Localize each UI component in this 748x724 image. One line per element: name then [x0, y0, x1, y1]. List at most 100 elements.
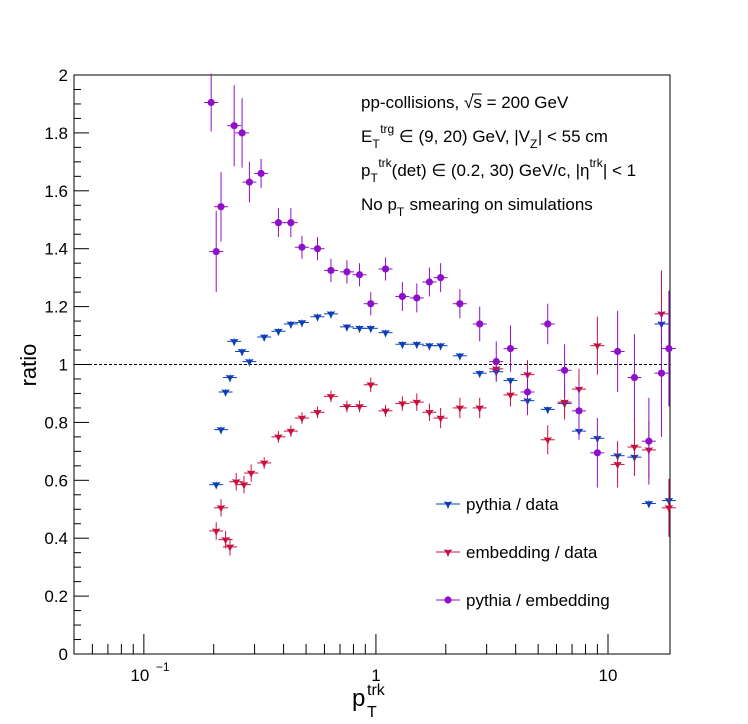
- annotation-text: √s: [464, 93, 482, 112]
- y-tick-label: 1: [59, 356, 68, 375]
- data-point: [627, 418, 642, 476]
- legend-entry: embedding / data: [436, 543, 598, 562]
- y-tick-label: 0.2: [44, 587, 68, 606]
- legend-label: embedding / data: [466, 543, 598, 562]
- x-tick-base: 10: [130, 666, 149, 685]
- data-point: [209, 481, 224, 490]
- annotation-text: T: [370, 171, 378, 185]
- data-point: [214, 426, 229, 435]
- data-point: [661, 478, 676, 537]
- data-point: [378, 257, 393, 281]
- marker: [245, 359, 254, 367]
- marker: [313, 409, 322, 418]
- data-point: [339, 323, 354, 332]
- marker: [475, 370, 485, 379]
- data-point: [378, 405, 393, 417]
- data-point: [590, 316, 605, 375]
- data-point: [235, 348, 250, 357]
- marker: [355, 403, 364, 412]
- data-point: [472, 306, 487, 342]
- data-point: [242, 161, 257, 203]
- data-point: [503, 383, 518, 407]
- data-point: [294, 235, 309, 259]
- data-point: [395, 281, 410, 311]
- marker: [543, 406, 553, 415]
- marker: [286, 321, 296, 329]
- marker: [543, 437, 553, 445]
- marker: [413, 294, 421, 302]
- y-axis: 0 0.2 0.4 0.6 0.8 1 1.2 1.4 1.6 1.8 2: [44, 66, 89, 664]
- marker: [212, 247, 220, 256]
- data-point: [409, 341, 424, 350]
- legend: pythia / data embedding / data pythia / em…: [436, 495, 610, 610]
- annotation-text: | < 1: [603, 161, 636, 180]
- data-point: [433, 263, 448, 293]
- annotation-text: E: [361, 127, 372, 146]
- marker: [259, 334, 269, 342]
- marker: [455, 353, 465, 361]
- data-point: [572, 381, 587, 440]
- marker: [211, 482, 221, 490]
- annotation-text: p: [361, 161, 370, 180]
- marker: [437, 274, 445, 282]
- marker: [366, 382, 376, 390]
- legend-marker: [444, 596, 452, 604]
- data-point: [433, 342, 448, 351]
- annotation-text: | < 55 cm: [538, 127, 608, 146]
- marker: [425, 278, 434, 286]
- data-point: [610, 310, 625, 393]
- data-point: [472, 370, 487, 379]
- data-point: [409, 283, 424, 313]
- data-point: [339, 260, 354, 284]
- data-point: [557, 344, 572, 397]
- marker: [207, 98, 215, 107]
- annotation-text: = 200 GeV: [482, 93, 569, 112]
- data-point: [323, 258, 338, 282]
- annotation-text: pp-collisions,: [361, 93, 464, 112]
- marker: [274, 328, 283, 337]
- data-point: [310, 313, 325, 322]
- data-point: [310, 406, 325, 419]
- annotation-text: trk: [378, 156, 392, 170]
- marker: [216, 505, 226, 513]
- data-point: [641, 500, 656, 509]
- marker: [231, 479, 241, 487]
- data-point: [352, 400, 367, 413]
- y-tick-label: 1.8: [44, 124, 68, 143]
- y-tick-label: 1.6: [44, 182, 68, 201]
- data-point: [271, 328, 286, 337]
- marker: [593, 343, 602, 351]
- marker: [238, 129, 246, 137]
- marker: [523, 388, 532, 396]
- y-tick-label: 1.4: [44, 240, 68, 259]
- data-point: [283, 321, 298, 329]
- marker: [455, 405, 465, 413]
- series-1: [209, 270, 676, 556]
- marker: [342, 324, 352, 332]
- data-point: [452, 352, 467, 361]
- data-point: [610, 441, 625, 488]
- annotation-text: T: [372, 137, 380, 151]
- annotation-text: smearing on simulations: [405, 195, 593, 214]
- annotation-text: ∈ (9, 20) GeV, |V: [394, 127, 530, 146]
- marker: [326, 311, 336, 319]
- data-point: [323, 390, 338, 403]
- marker: [381, 408, 390, 416]
- data-point: [352, 325, 367, 334]
- marker: [381, 265, 390, 273]
- marker: [355, 325, 364, 334]
- data-point: [489, 341, 504, 382]
- marker: [221, 389, 230, 397]
- marker: [425, 343, 434, 351]
- data-point: [641, 397, 656, 485]
- legend-marker: [443, 549, 453, 557]
- legend-marker: [443, 501, 453, 509]
- legend-label: pythia / data: [466, 495, 559, 514]
- data-point: [540, 406, 555, 415]
- data-point: [627, 334, 642, 421]
- marker: [630, 444, 639, 453]
- legend-entry: pythia / data: [436, 495, 559, 514]
- marker: [593, 449, 601, 457]
- data-point: [540, 425, 555, 455]
- annotation-text: Z: [530, 137, 537, 151]
